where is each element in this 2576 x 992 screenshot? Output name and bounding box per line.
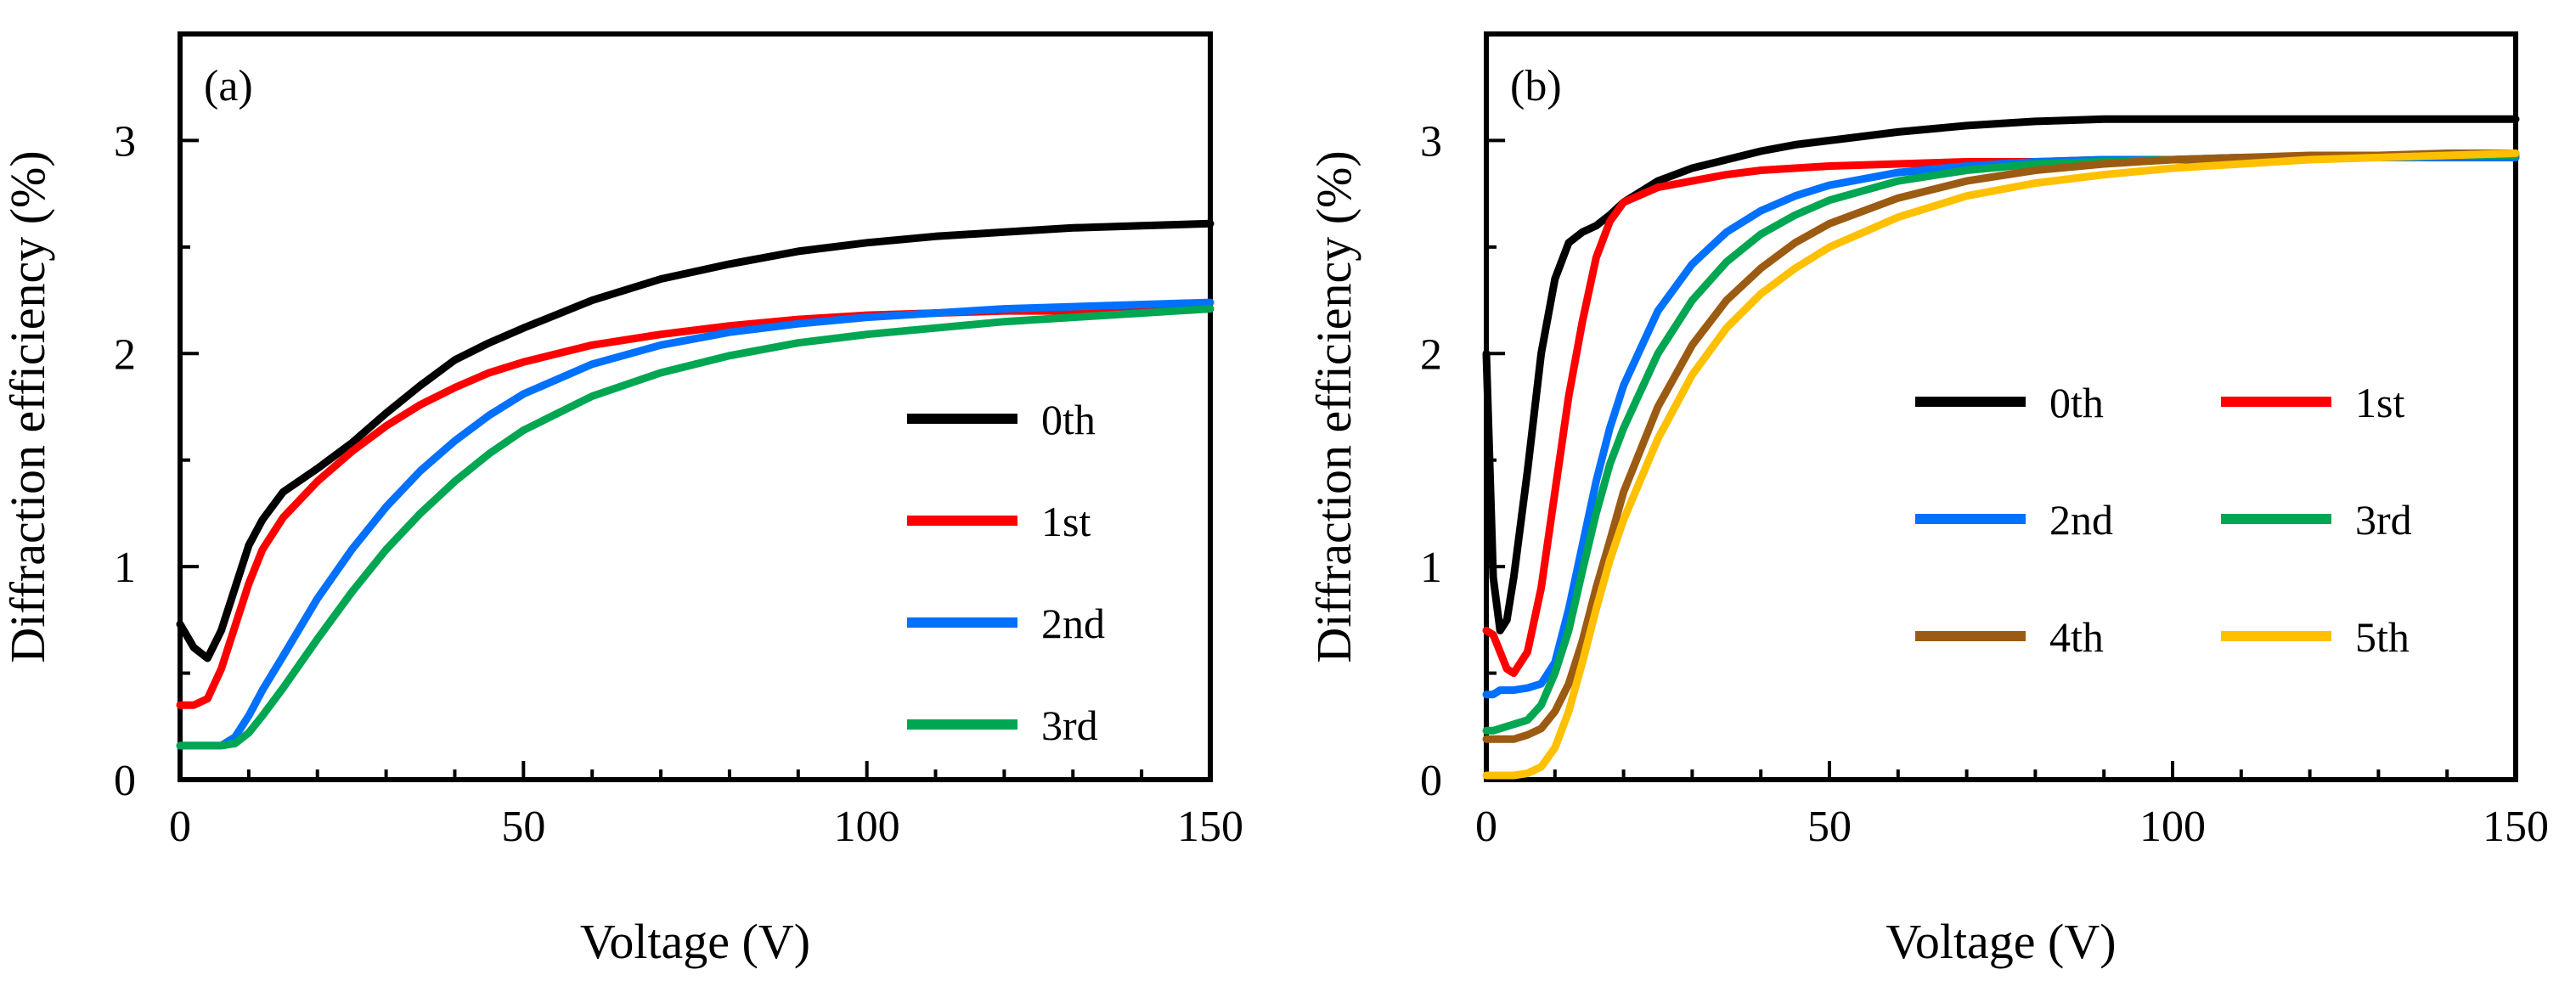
x-tick-label: 150 (1177, 803, 1243, 851)
y-axis-title: Diffraction efficiency (%) (0, 150, 55, 662)
legend-label-3rd: 3rd (2355, 496, 2412, 544)
plot-frame (178, 31, 1213, 782)
legend-label-2nd: 2nd (2049, 496, 2113, 544)
legend-label-1st: 1st (2355, 379, 2404, 426)
x-tick-label: 150 (2483, 803, 2549, 851)
series-line-4th (1482, 149, 2520, 743)
legend-label-5th: 5th (2355, 613, 2410, 661)
panel-b: 0 50 100 150 0 1 2 3 Voltage (V) Diffraction effi… (1306, 31, 2549, 969)
y-tick-label: 1 (1420, 544, 1442, 592)
x-axis-title: Voltage (V) (580, 914, 810, 969)
legend-label-1st: 1st (1041, 498, 1091, 545)
series-line-5th (1482, 149, 2520, 780)
panel-label: (b) (1510, 62, 1562, 110)
legend-label-3rd: 3rd (1041, 702, 1098, 749)
legend: 0th 1st 2nd 3rd 4th 5th (1915, 379, 2412, 661)
y-tick-label: 2 (1420, 330, 1442, 379)
series-line-2nd (176, 298, 1215, 750)
x-tick-label: 0 (1475, 803, 1497, 851)
panel-a: 0 50 100 150 0 1 2 3 Voltage (V) Diffraction effi… (0, 31, 1243, 969)
legend-label-0th: 0th (1041, 396, 1096, 443)
y-tick-label: 3 (1420, 117, 1442, 166)
legend-label-2nd: 2nd (1041, 600, 1105, 647)
y-tick-label: 0 (1420, 757, 1442, 805)
legend: 0th 1st 2nd 3rd (907, 396, 1105, 749)
series-line-0th (1482, 115, 2520, 634)
x-tick-label: 100 (834, 803, 900, 851)
y-tick-label: 3 (114, 117, 136, 166)
series-line-0th (176, 219, 1215, 662)
legend-label-4th: 4th (2049, 613, 2104, 661)
y-tick-label: 2 (114, 330, 136, 379)
x-tick-label: 0 (169, 803, 191, 851)
x-axis-title: Voltage (V) (1885, 914, 2116, 969)
x-tick-label: 50 (1807, 803, 1852, 851)
legend-label-0th: 0th (2049, 379, 2104, 426)
y-tick-label: 0 (114, 757, 136, 805)
y-tick-label: 1 (114, 544, 136, 592)
panel-label: (a) (204, 62, 253, 110)
y-axis-title: Diffraction efficiency (%) (1306, 150, 1361, 662)
x-tick-label: 100 (2139, 803, 2206, 851)
x-tick-label: 50 (501, 803, 545, 851)
series-line-3rd (176, 305, 1215, 750)
